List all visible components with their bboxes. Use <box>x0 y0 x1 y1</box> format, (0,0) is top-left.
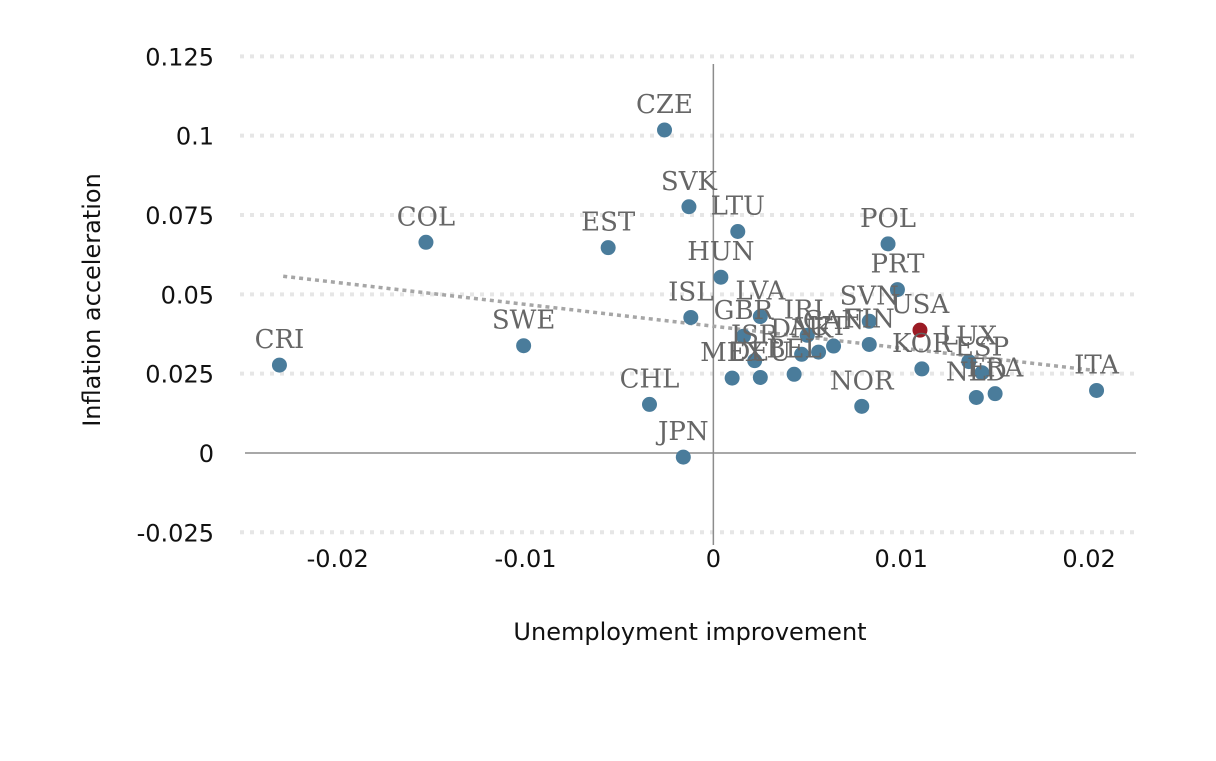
y-tick-label: 0.1 <box>176 123 214 151</box>
data-point <box>735 328 751 344</box>
data-point <box>968 389 984 405</box>
data-point <box>516 338 532 354</box>
point-label: KOR <box>892 329 953 359</box>
point-label: CRI <box>255 325 305 355</box>
point-label: ESP <box>955 333 1009 363</box>
point-label: MEX <box>700 338 765 368</box>
x-tick-label: 0.01 <box>874 545 927 573</box>
data-point <box>730 224 746 239</box>
data-point <box>1089 382 1105 398</box>
point-label: ISL <box>668 277 713 307</box>
x-tick-label: -0.01 <box>494 545 556 573</box>
data-point <box>418 234 434 250</box>
data-point <box>880 236 896 252</box>
y-tick-label: 0.075 <box>145 202 214 230</box>
data-point <box>600 240 616 256</box>
data-point <box>961 354 977 370</box>
data-point <box>752 369 768 385</box>
point-label: PRT <box>870 250 925 280</box>
point-label: LVA <box>735 277 786 307</box>
point-label: CHL <box>620 364 680 394</box>
data-point <box>675 449 691 465</box>
data-point <box>861 336 877 352</box>
data-point <box>713 269 729 285</box>
point-label: USA <box>891 290 951 320</box>
point-label: FRA <box>967 354 1025 384</box>
x-axis-title: Unemployment improvement <box>513 618 866 646</box>
point-label: ISR <box>731 321 780 351</box>
data-point <box>794 346 810 362</box>
x-tick-label: -0.02 <box>307 545 369 573</box>
data-point <box>912 322 928 338</box>
data-point <box>641 396 657 412</box>
y-tick-label: 0.05 <box>161 281 214 309</box>
y-tick-label: 0.125 <box>145 43 214 71</box>
tick-labels-group: -0.025 0 0.025 0.05 0.075 0.1 0.125 -0.02 -0.01 0… <box>137 43 1116 573</box>
point-label: LUX <box>941 322 998 352</box>
point-label: NLD <box>946 357 1007 387</box>
point-label: HUN <box>687 237 754 267</box>
x-tick-label: 0.02 <box>1062 545 1115 573</box>
point-label: CZE <box>636 90 693 120</box>
data-point <box>747 353 763 369</box>
point-label: BEL <box>766 334 821 364</box>
y-axis-title: Inflation acceleration <box>78 173 106 427</box>
data-point <box>681 199 697 215</box>
data-point <box>271 357 287 373</box>
data-point <box>889 282 905 298</box>
data-point <box>683 309 699 325</box>
data-point <box>724 370 740 386</box>
data-point <box>854 398 870 414</box>
point-label: SVN <box>840 281 899 311</box>
x-tick-label: 0 <box>706 545 721 573</box>
y-tick-label: -0.025 <box>137 519 214 547</box>
data-point <box>657 122 673 138</box>
point-label: CAN <box>803 306 864 336</box>
point-label: ITA <box>1074 350 1120 380</box>
data-point <box>786 366 802 382</box>
data-point <box>974 365 990 381</box>
point-label: SVK <box>661 167 718 197</box>
point-label: DNK <box>770 314 834 344</box>
point-label: SWE <box>492 306 556 336</box>
point-label: POL <box>860 204 916 234</box>
points-group <box>271 122 1105 465</box>
data-point <box>987 386 1003 402</box>
point-label: AUT <box>789 312 849 342</box>
y-tick-label: 0.025 <box>145 361 214 389</box>
point-label: LTU <box>711 192 765 222</box>
point-label: FIN <box>844 304 895 334</box>
data-point <box>826 338 842 354</box>
point-label: GBR <box>714 296 775 326</box>
point-label: IRL <box>784 295 831 325</box>
data-point <box>811 344 827 360</box>
point-label: COL <box>397 202 455 232</box>
point-label: DEU <box>729 337 791 367</box>
data-point <box>861 313 877 329</box>
point-label: EST <box>581 208 636 238</box>
data-point <box>799 327 815 343</box>
point-label: NOR <box>830 366 895 396</box>
axes <box>245 64 1136 545</box>
point-label: JPN <box>655 417 709 447</box>
data-point <box>752 309 768 325</box>
y-tick-label: 0 <box>199 440 214 468</box>
data-point <box>914 361 930 377</box>
